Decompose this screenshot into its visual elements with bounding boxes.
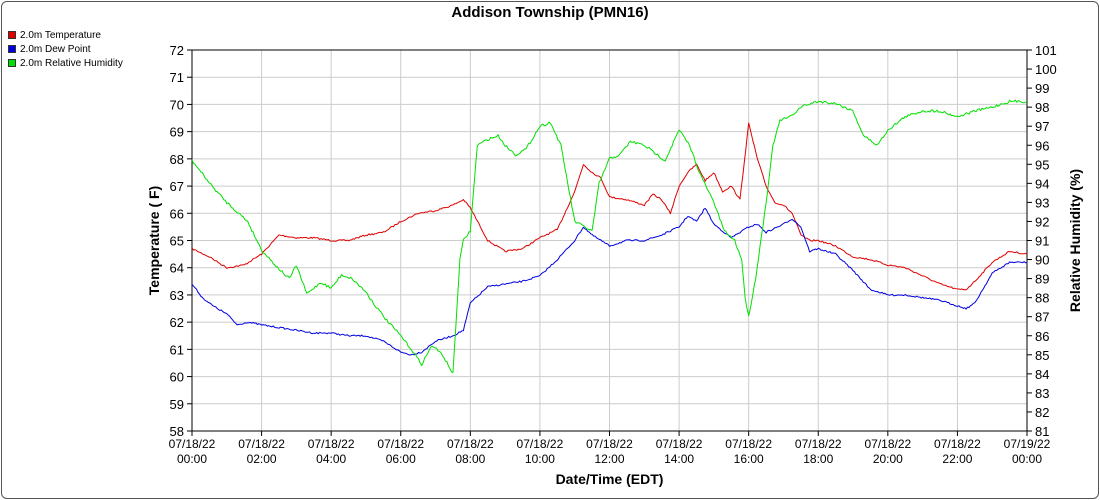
y2-tick-label: 94 bbox=[1035, 176, 1049, 191]
grid-lines bbox=[191, 49, 1028, 432]
x-tick-label-time: 20:00 bbox=[873, 452, 903, 466]
x-tick-label-date: 07/19/22 bbox=[1004, 437, 1051, 451]
y-tick-label: 69 bbox=[170, 125, 184, 140]
x-tick-label-date: 07/18/22 bbox=[864, 437, 911, 451]
y-tick-label: 64 bbox=[170, 261, 184, 276]
y2-tick-label: 95 bbox=[1035, 157, 1049, 172]
y-tick-label: 61 bbox=[170, 342, 184, 357]
y-tick-label: 63 bbox=[170, 288, 184, 303]
series-dew-point bbox=[191, 208, 1028, 356]
y-tick-label: 62 bbox=[170, 315, 184, 330]
x-axis-ticks: 07/18/2200:0007/18/2202:0007/18/2204:000… bbox=[169, 431, 1051, 466]
series-layer bbox=[191, 99, 1028, 374]
x-tick-label-date: 07/18/22 bbox=[586, 437, 633, 451]
y-tick-label: 60 bbox=[170, 370, 184, 385]
x-tick-label-time: 12:00 bbox=[594, 452, 624, 466]
legend-swatch-temperature bbox=[8, 31, 16, 39]
y-axis-label: Temperature ( F) bbox=[146, 186, 162, 295]
y-tick-label: 67 bbox=[170, 179, 184, 194]
x-tick-label-date: 07/18/22 bbox=[238, 437, 285, 451]
y2-tick-label: 98 bbox=[1035, 100, 1049, 115]
y2-tick-label: 96 bbox=[1035, 138, 1049, 153]
y2-tick-label: 92 bbox=[1035, 214, 1049, 229]
y2-tick-label: 97 bbox=[1035, 119, 1049, 134]
x-tick-label-time: 06:00 bbox=[386, 452, 416, 466]
x-tick-label-date: 07/18/22 bbox=[308, 437, 355, 451]
legend: 2.0m Temperature 2.0m Dew Point 2.0m Rel… bbox=[8, 28, 123, 70]
x-tick-label-time: 04:00 bbox=[316, 452, 346, 466]
x-tick-label-date: 07/18/22 bbox=[656, 437, 703, 451]
legend-label-dew-point: 2.0m Dew Point bbox=[20, 43, 91, 55]
series-temperature bbox=[191, 122, 1028, 291]
y2-tick-label: 93 bbox=[1035, 195, 1049, 210]
y-tick-label: 58 bbox=[170, 424, 184, 439]
x-tick-label-time: 22:00 bbox=[942, 452, 972, 466]
y2-tick-label: 81 bbox=[1035, 424, 1049, 439]
y-tick-label: 70 bbox=[170, 97, 184, 112]
y-axis-ticks: 58 59 60 61 62 63 64 65 66 67 68 69 70 71 72 bbox=[170, 43, 192, 439]
y2-axis-ticks: 81 82 83 84 85 86 87 88 89 90 91 92 93 94 95 96 97 98 99 10… bbox=[1027, 43, 1057, 439]
chart-title: Addison Township (PMN16) bbox=[451, 4, 649, 21]
x-tick-label-date: 07/18/22 bbox=[725, 437, 772, 451]
x-tick-label-time: 16:00 bbox=[734, 452, 764, 466]
y2-tick-label: 89 bbox=[1035, 272, 1049, 287]
y2-tick-label: 91 bbox=[1035, 234, 1049, 249]
y2-tick-label: 88 bbox=[1035, 291, 1049, 306]
y2-tick-label: 87 bbox=[1035, 310, 1049, 325]
series-relative-humidity bbox=[191, 99, 1028, 374]
y2-tick-label: 90 bbox=[1035, 253, 1049, 268]
legend-item-dew-point: 2.0m Dew Point bbox=[8, 42, 123, 56]
y2-tick-label: 99 bbox=[1035, 81, 1049, 96]
y2-tick-label: 82 bbox=[1035, 405, 1049, 420]
y-tick-label: 68 bbox=[170, 152, 184, 167]
legend-item-temperature: 2.0m Temperature bbox=[8, 28, 123, 42]
y-tick-label: 65 bbox=[170, 234, 184, 249]
x-tick-label-time: 10:00 bbox=[525, 452, 555, 466]
legend-item-relative-humidity: 2.0m Relative Humidity bbox=[8, 56, 123, 70]
x-tick-label-date: 07/18/22 bbox=[517, 437, 564, 451]
x-tick-label-time: 00:00 bbox=[177, 452, 207, 466]
x-tick-label-date: 07/18/22 bbox=[934, 437, 981, 451]
x-tick-label-date: 07/18/22 bbox=[169, 437, 216, 451]
x-tick-label-date: 07/18/22 bbox=[447, 437, 494, 451]
x-tick-label-time: 00:00 bbox=[1012, 452, 1042, 466]
x-tick-label-time: 14:00 bbox=[664, 452, 694, 466]
x-axis-label: Date/Time (EDT) bbox=[556, 471, 664, 487]
y-tick-label: 66 bbox=[170, 206, 184, 221]
y2-tick-label: 101 bbox=[1035, 43, 1057, 58]
y2-tick-label: 84 bbox=[1035, 367, 1049, 382]
y-tick-label: 59 bbox=[170, 397, 184, 412]
x-tick-label-time: 08:00 bbox=[455, 452, 485, 466]
legend-swatch-relative-humidity bbox=[8, 59, 16, 67]
y2-tick-label: 86 bbox=[1035, 329, 1049, 344]
y-tick-label: 72 bbox=[170, 43, 184, 58]
y2-tick-label: 85 bbox=[1035, 348, 1049, 363]
y-tick-label: 71 bbox=[170, 70, 184, 85]
y2-tick-label: 100 bbox=[1035, 62, 1057, 77]
legend-label-relative-humidity: 2.0m Relative Humidity bbox=[20, 57, 123, 69]
y2-axis-label: Relative Humidity (%) bbox=[1067, 169, 1083, 312]
x-tick-label-time: 18:00 bbox=[803, 452, 833, 466]
x-tick-label-date: 07/18/22 bbox=[377, 437, 424, 451]
legend-label-temperature: 2.0m Temperature bbox=[20, 29, 101, 41]
x-tick-label-time: 02:00 bbox=[247, 452, 277, 466]
y2-tick-label: 83 bbox=[1035, 386, 1049, 401]
x-tick-label-date: 07/18/22 bbox=[795, 437, 842, 451]
legend-swatch-dew-point bbox=[8, 45, 16, 53]
